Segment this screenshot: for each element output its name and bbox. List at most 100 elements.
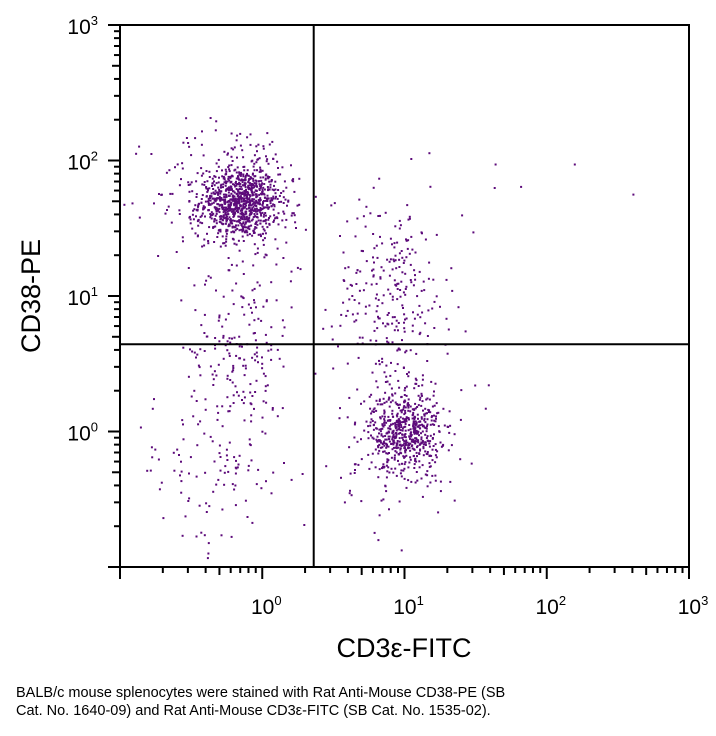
data-point — [429, 440, 432, 443]
data-point — [254, 210, 257, 213]
data-point — [239, 212, 242, 215]
data-point — [385, 432, 388, 435]
data-point — [231, 226, 234, 229]
data-point — [378, 359, 380, 362]
data-point — [375, 339, 378, 342]
data-point — [377, 215, 380, 217]
data-point — [369, 407, 372, 410]
data-point — [255, 306, 257, 309]
data-point — [379, 417, 382, 420]
data-point — [234, 198, 237, 201]
data-point — [355, 271, 358, 274]
data-point — [370, 283, 373, 286]
data-point — [413, 387, 416, 390]
data-points — [123, 117, 635, 560]
data-point — [232, 183, 234, 186]
data-point — [391, 322, 394, 325]
data-point — [405, 239, 408, 242]
data-point — [395, 429, 398, 432]
data-point — [404, 461, 407, 464]
data-point — [261, 191, 264, 194]
data-point — [218, 188, 221, 191]
data-point — [242, 166, 245, 168]
data-point — [221, 325, 224, 328]
data-point — [207, 209, 210, 212]
data-point — [392, 443, 395, 446]
data-point — [255, 216, 258, 218]
data-point — [343, 501, 346, 504]
data-point — [281, 334, 284, 337]
data-point — [375, 399, 378, 402]
data-point — [418, 398, 421, 401]
data-point — [251, 395, 254, 397]
data-point — [138, 145, 141, 148]
data-point — [223, 242, 226, 245]
data-point — [363, 400, 366, 403]
data-point — [417, 417, 419, 420]
data-point — [376, 440, 379, 443]
data-point — [237, 183, 240, 186]
data-point — [242, 205, 245, 208]
data-point — [249, 211, 252, 214]
data-point — [401, 427, 404, 430]
data-point — [394, 432, 397, 435]
data-point — [360, 402, 362, 405]
data-point — [410, 438, 413, 441]
data-point — [219, 229, 222, 232]
data-point — [414, 457, 417, 460]
data-point — [235, 205, 238, 208]
data-point — [201, 212, 204, 215]
data-point — [261, 208, 264, 210]
data-point — [248, 194, 251, 196]
data-point — [216, 203, 219, 206]
data-point — [281, 166, 284, 169]
data-point — [395, 421, 398, 423]
data-point — [214, 225, 217, 228]
data-point — [227, 188, 230, 191]
data-point — [345, 314, 348, 317]
data-point — [351, 313, 354, 316]
data-point — [196, 444, 199, 447]
data-point — [407, 479, 410, 482]
data-point — [212, 191, 215, 194]
data-point — [412, 431, 415, 434]
data-point — [226, 459, 229, 461]
data-point — [247, 186, 249, 189]
data-point — [235, 200, 238, 203]
data-point — [398, 219, 401, 222]
data-point — [212, 384, 215, 386]
data-point — [245, 221, 247, 224]
data-point — [414, 442, 417, 445]
data-point — [377, 476, 380, 479]
data-point — [387, 466, 390, 469]
data-point — [400, 280, 403, 283]
data-point — [267, 188, 270, 191]
data-point — [198, 202, 200, 205]
data-point — [419, 316, 422, 319]
data-point — [211, 202, 214, 205]
data-point — [235, 243, 238, 246]
data-point — [410, 445, 413, 448]
data-point — [428, 261, 431, 264]
data-point — [205, 170, 208, 172]
data-point — [429, 481, 432, 484]
data-point — [258, 187, 261, 190]
data-point — [261, 356, 263, 359]
data-point — [235, 282, 238, 285]
data-point — [244, 174, 247, 177]
data-point — [219, 245, 222, 248]
data-point — [408, 215, 411, 218]
data-point — [215, 483, 218, 486]
data-point — [272, 203, 275, 206]
data-point — [210, 211, 213, 214]
data-point — [372, 437, 375, 440]
data-point — [262, 239, 265, 242]
data-point — [428, 445, 431, 448]
data-point — [432, 278, 435, 281]
data-point — [220, 215, 223, 218]
data-point — [154, 448, 157, 451]
data-point — [279, 173, 282, 176]
data-point — [401, 436, 404, 439]
data-point — [274, 238, 277, 241]
data-point — [372, 275, 375, 278]
